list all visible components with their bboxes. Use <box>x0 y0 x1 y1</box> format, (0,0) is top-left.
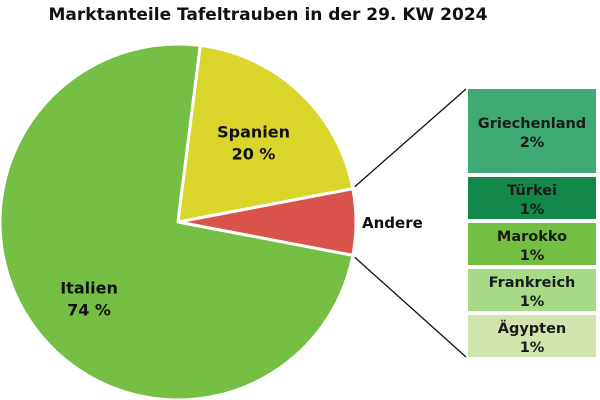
breakdown-segment-frankreich <box>468 269 596 311</box>
breakdown-label-marokko: Marokko <box>497 229 567 245</box>
breakdown-bar: Griechenland 2% Türkei 1% Marokko 1% Frankreic… <box>468 89 596 357</box>
slice-label-italien: Italien <box>60 279 118 298</box>
breakdown-segment-griechenland <box>468 89 596 173</box>
slice-label-spanien: Spanien <box>217 123 290 142</box>
breakdown-label-frankreich: Frankreich <box>489 275 576 291</box>
connector-bottom <box>354 256 467 358</box>
breakdown-value-frankreich: 1% <box>520 294 545 310</box>
pie-slice-italien <box>0 42 355 400</box>
slice-value-spanien: 20 % <box>232 145 276 164</box>
breakdown-segment-agypten <box>468 315 596 357</box>
breakdown-label-agypten: Ägypten <box>498 320 567 337</box>
breakdown-label-turkei: Türkei <box>507 183 557 199</box>
pie-slice-spanien <box>176 43 355 224</box>
breakdown-label-griechenland: Griechenland <box>478 116 586 132</box>
breakdown-segment-turkei <box>468 177 596 219</box>
slice-label-andere: Andere <box>362 214 423 232</box>
breakdown-value-griechenland: 2% <box>520 135 545 151</box>
breakdown-connectors <box>354 88 467 358</box>
connector-top <box>354 88 467 188</box>
breakdown-value-marokko: 1% <box>520 248 545 264</box>
chart-title: Marktanteile Tafeltrauben in der 29. KW … <box>48 5 487 25</box>
breakdown-segment-marokko <box>468 223 596 265</box>
pie-chart: Italien 74 % Spanien 20 % Andere <box>0 42 423 400</box>
breakdown-value-agypten: 1% <box>520 340 545 356</box>
slice-value-italien: 74 % <box>67 301 111 320</box>
breakdown-value-turkei: 1% <box>520 202 545 218</box>
